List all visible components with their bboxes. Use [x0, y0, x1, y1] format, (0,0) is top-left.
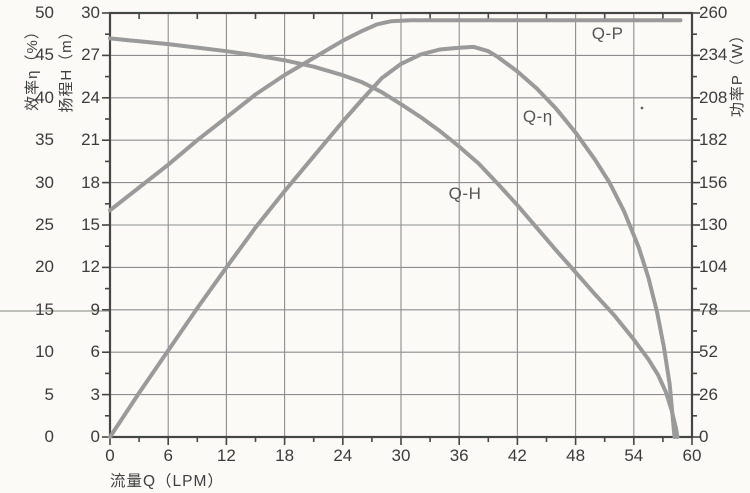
curve-Q-η — [108, 44, 677, 439]
flow-axis-tick-label: 36 — [449, 446, 469, 465]
head-axis-tick-label: 18 — [81, 172, 100, 192]
head-axis-tick-label: 6 — [90, 342, 100, 362]
power-axis-tick-label: 130 — [699, 215, 728, 234]
head-axis-tick-label: 27 — [81, 45, 100, 65]
curve-label-Q-H: Q-H — [448, 183, 482, 203]
flow-axis-tick-label: 6 — [163, 446, 173, 465]
curve-Q-H — [108, 36, 680, 439]
power-axis-tick-label: 208 — [699, 87, 728, 107]
flow-axis-tick-label: 42 — [507, 446, 527, 465]
power-axis-tick-label: 260 — [699, 3, 728, 22]
efficiency-axis-tick-label: 15 — [35, 299, 54, 319]
curve-label-Q-η: Q-η — [522, 107, 553, 127]
efficiency-axis-tick-label: 40 — [35, 87, 54, 107]
flow-axis-tick-label: 0 — [105, 446, 115, 465]
head-axis-tick-label: 3 — [90, 384, 100, 404]
power-axis-tick-label: 182 — [699, 130, 728, 150]
head-axis-tick-label: 12 — [81, 257, 100, 277]
efficiency-axis-tick-label: 35 — [35, 130, 54, 150]
head-axis-tick-label: 24 — [81, 87, 100, 107]
efficiency-axis-tick-label: 20 — [35, 257, 54, 277]
efficiency-axis-tick-label: 45 — [35, 45, 54, 65]
curve-Q-P — [108, 18, 683, 213]
scan-artifact-line-left — [0, 310, 110, 312]
efficiency-axis-tick-label: 5 — [44, 384, 54, 404]
scan-artifact-line-right — [692, 310, 750, 312]
y-axis-title-efficiency: 效率η（%） — [23, 23, 41, 111]
power-axis-tick-label: 52 — [699, 342, 718, 362]
efficiency-axis-tick-label: 25 — [35, 215, 54, 234]
x-axis-title: 流量Q（LPM） — [110, 473, 224, 490]
head-axis-tick-label: 15 — [81, 215, 100, 234]
power-axis-tick-label: 234 — [699, 45, 728, 65]
head-axis-tick-label: 30 — [81, 3, 100, 22]
power-axis-tick-label: 0 — [699, 427, 709, 446]
power-axis-tick-label: 78 — [699, 299, 718, 319]
flow-axis-tick-label: 12 — [216, 446, 236, 465]
power-axis-tick-label: 26 — [699, 384, 718, 404]
flow-axis-tick-label: 30 — [391, 446, 411, 465]
head-axis-tick-label: 0 — [90, 427, 100, 446]
flow-axis-tick-label: 48 — [566, 446, 586, 465]
head-axis-tick-label: 9 — [90, 299, 100, 319]
head-axis-tick-label: 21 — [81, 130, 100, 150]
efficiency-axis-tick-label: 50 — [35, 3, 54, 22]
curve-label-Q-P: Q-P — [591, 24, 624, 44]
power-axis-tick-label: 156 — [699, 172, 728, 192]
flow-axis-tick-label: 24 — [333, 446, 353, 465]
flow-axis-tick-label: 18 — [275, 446, 295, 465]
scan-speck — [640, 106, 644, 110]
efficiency-axis-tick-label: 10 — [35, 342, 54, 362]
power-axis-tick-label: 104 — [699, 257, 728, 277]
efficiency-axis-tick-label: 30 — [35, 172, 54, 192]
efficiency-axis-tick-label: 0 — [44, 427, 54, 446]
y-axis-title-power: 功率P（W） — [728, 26, 746, 118]
flow-axis-tick-label: 54 — [624, 446, 644, 465]
flow-axis-tick-label: 60 — [682, 446, 702, 465]
y-axis-title-head: 扬程H（m） — [57, 23, 75, 113]
